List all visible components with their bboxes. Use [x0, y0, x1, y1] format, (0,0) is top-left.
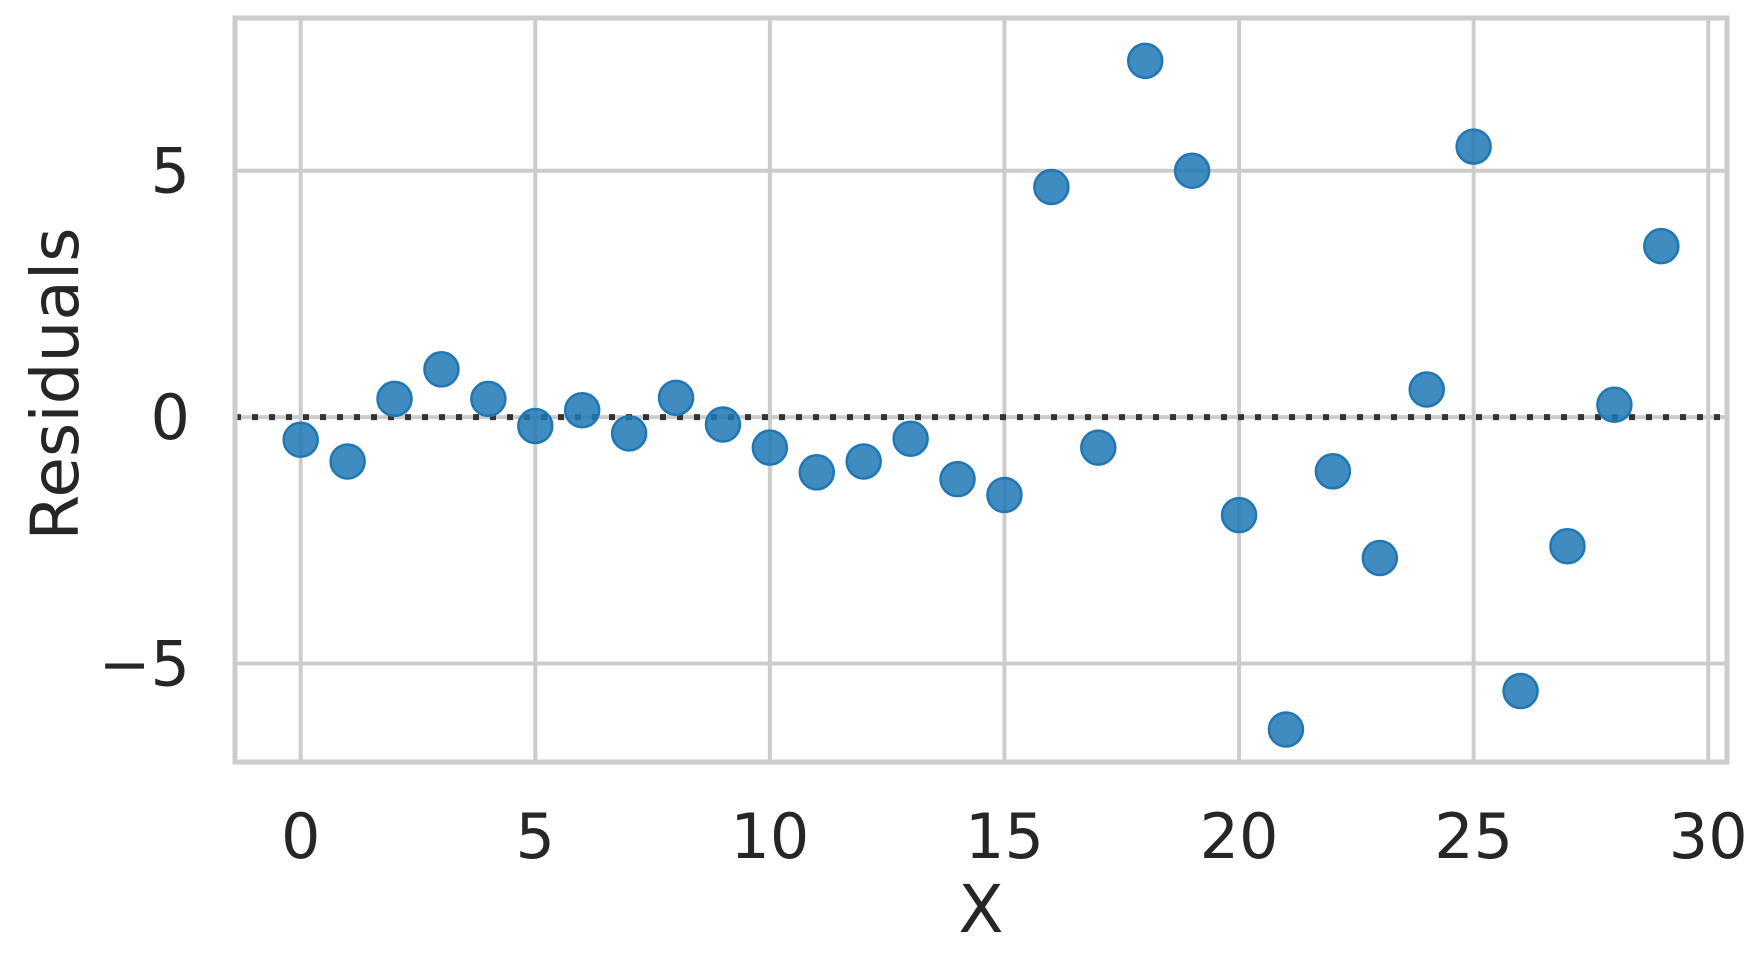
y-axis-label: Residuals: [17, 227, 94, 540]
x-tick-label: 30: [1669, 800, 1748, 873]
data-point: [1361, 539, 1399, 577]
y-tick-label: −5: [99, 627, 190, 700]
y-tick-label: 0: [151, 381, 190, 454]
data-point: [939, 460, 976, 498]
data-point: [610, 415, 648, 452]
data-point: [517, 407, 554, 445]
data-point: [845, 443, 882, 480]
data-point: [1455, 128, 1492, 165]
data-point: [563, 391, 601, 429]
plot-frame: [232, 15, 1730, 765]
data-point: [423, 351, 460, 388]
data-point: [798, 454, 836, 491]
data-point: [751, 429, 789, 466]
data-point: [1126, 42, 1164, 80]
data-point: [470, 380, 507, 418]
data-point: [704, 406, 742, 443]
x-tick-label: 0: [281, 800, 320, 873]
data-point: [1502, 672, 1539, 710]
data-point: [1173, 152, 1211, 189]
data-point: [1408, 371, 1445, 408]
x-tick-label: 10: [730, 800, 809, 873]
data-point: [282, 421, 319, 459]
data-point: [892, 420, 929, 458]
data-point: [1220, 496, 1258, 534]
data-point: [1080, 429, 1117, 466]
x-tick-label: 15: [965, 800, 1044, 873]
data-point: [376, 380, 413, 418]
x-axis-label: X: [958, 871, 1003, 948]
data-points: [282, 42, 1680, 748]
data-point: [986, 476, 1023, 514]
data-point: [1549, 527, 1586, 565]
data-point: [1314, 453, 1352, 490]
data-point: [329, 443, 366, 480]
x-tick-label: 20: [1200, 800, 1279, 873]
data-point: [1033, 168, 1070, 206]
data-point: [657, 379, 695, 417]
grid: [235, 18, 1727, 762]
data-point: [1643, 227, 1680, 265]
data-point: [1596, 386, 1633, 424]
data-point: [1267, 711, 1305, 748]
y-tick-label: 5: [151, 135, 190, 208]
tick-labels: 0 5 10 15 20 25 30 −5 0 5: [99, 135, 1748, 873]
x-tick-label: 5: [516, 800, 555, 873]
x-tick-label: 25: [1434, 800, 1513, 873]
